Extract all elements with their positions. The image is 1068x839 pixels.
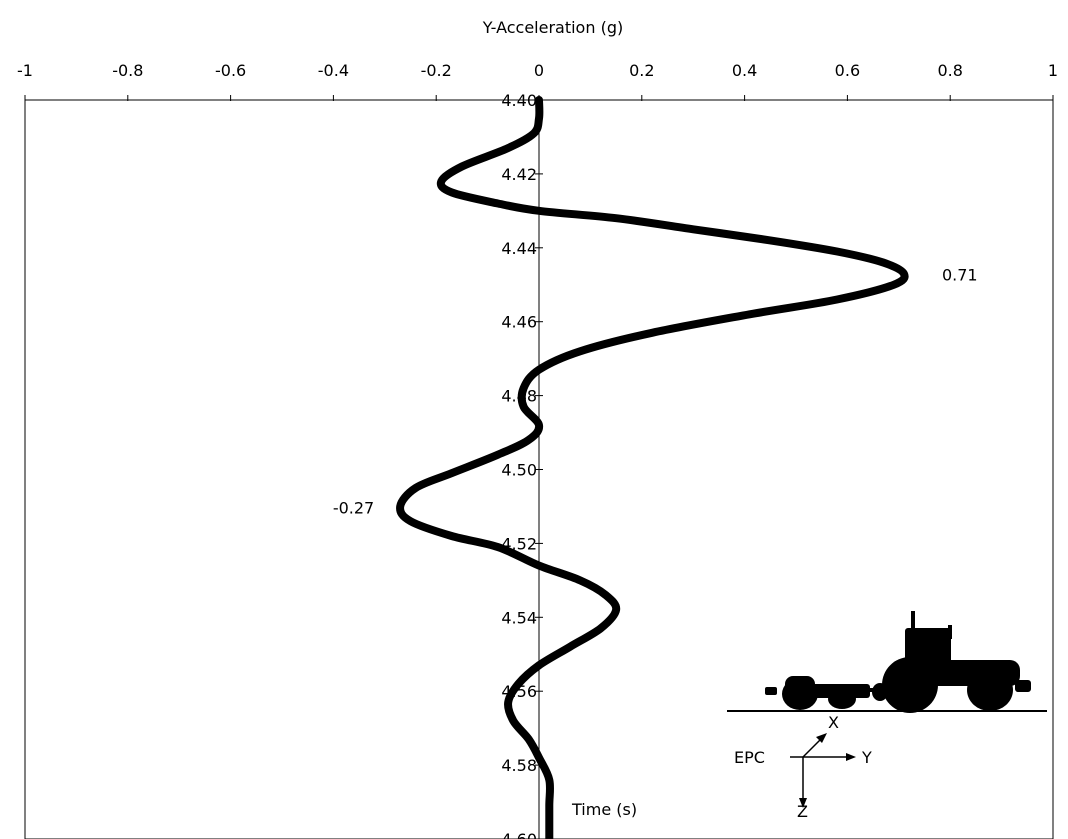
y-arrow-icon [846,753,856,761]
y-tick-label: 4.46 [501,313,537,332]
series-line [396,96,909,839]
x-tick-label: 0.8 [937,61,962,80]
axis-label-z: Z [797,802,808,821]
x-tick-label: 1 [1048,61,1058,80]
y-axis-ticks: 4.404.424.444.464.484.504.524.544.564.58… [501,91,543,839]
x-tick-label: 0.6 [835,61,860,80]
x-tick-label: -0.8 [112,61,143,80]
coordinate-system: EPC X Y Z [734,713,872,821]
x-tick-label: -0.6 [215,61,246,80]
y-tick-label: 4.50 [501,461,537,480]
coordinate-origin-label: EPC [734,748,765,767]
tractor-silhouette-icon [727,611,1047,713]
x-tick-label: -1 [17,61,33,80]
x-axis-ticks: -1 -0.8 -0.6 -0.4 -0.2 0 0.2 0.4 0.6 0.8 1 [17,61,1058,101]
y-tick-label: 4.60 [501,830,537,839]
y-tick-label: 4.58 [501,756,537,775]
x-arrow-icon [816,733,827,743]
data-label: -0.27 [333,498,374,517]
x-tick-label: -0.2 [421,61,452,80]
series-layer [396,96,909,839]
x-axis-title: Y-Acceleration (g) [482,18,623,37]
y-tick-label: 4.44 [501,239,537,258]
y-tick-label: 4.54 [501,608,537,627]
x-tick-label: -0.4 [318,61,349,80]
x-tick-label: 0.4 [732,61,757,80]
y-axis-title: Time (s) [571,800,637,819]
x-tick-label: 0 [534,61,544,80]
x-tick-label: 0.2 [629,61,654,80]
axis-label-y: Y [861,748,872,767]
y-tick-label: 4.40 [501,91,537,110]
data-label: 0.71 [942,266,978,285]
data-labels: 0.71 -0.27 [333,266,978,518]
y-tick-label: 4.42 [501,165,537,184]
z-arrow-icon [799,798,807,808]
axis-label-x: X [828,713,839,732]
